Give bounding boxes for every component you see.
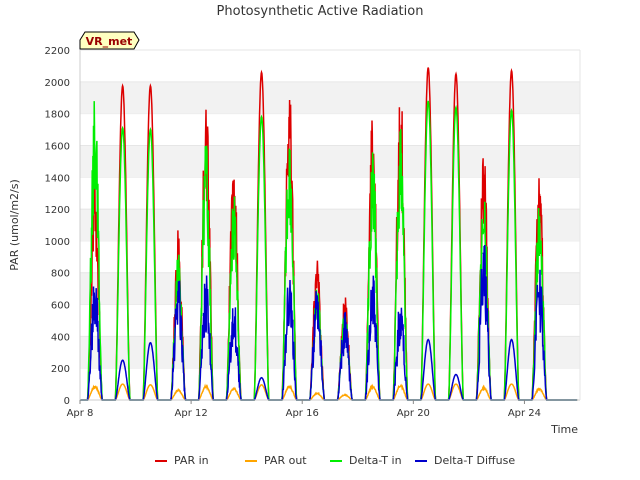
y-axis-label: PAR (umol/m2/s): [8, 179, 21, 271]
site-label-shape: [79, 31, 140, 50]
y-tick-label: 400: [51, 332, 70, 343]
axes: [79, 49, 581, 401]
grid-band: [80, 209, 580, 241]
y-tick-label: 0: [64, 396, 70, 407]
x-tick-label: Apr 16: [286, 408, 319, 419]
y-tick-label: 2200: [45, 46, 70, 57]
x-tick-label: Apr 8: [67, 408, 94, 419]
y-tick-label: 1200: [45, 205, 70, 216]
y-tick-label: 200: [51, 364, 70, 375]
x-axis-label: Time: [550, 423, 578, 436]
y-tick-label: 800: [51, 269, 70, 280]
x-tick-label: Apr 24: [508, 408, 541, 419]
series-line-par-out: [80, 383, 578, 401]
legend-item: Delta-T in: [330, 454, 402, 467]
legend-item: Delta-T Diffuse: [415, 454, 515, 467]
grid-band: [80, 81, 580, 114]
site-label-box: VR_met: [79, 31, 140, 50]
y-tick-label: 2000: [45, 78, 70, 89]
y-tick-label: 1000: [45, 237, 70, 248]
legend-label: Delta-T in: [349, 454, 402, 467]
y-tick-label: 1400: [45, 173, 70, 184]
y-tick-label: 600: [51, 301, 70, 312]
x-tick-label: Apr 12: [175, 408, 208, 419]
grid-band: [80, 336, 580, 369]
legend-label: PAR in: [174, 454, 209, 467]
grid-band: [80, 272, 580, 305]
series-layer: [80, 67, 578, 401]
legend: PAR in PAR out Delta-T in Delta-T Diffuse: [155, 454, 515, 467]
grid-band: [80, 145, 580, 178]
tick-labels: 0 200 400 600 800 1000 1200 1400 1600 1800 2000 220…: [45, 46, 541, 419]
y-tick-label: 1800: [45, 110, 70, 121]
y-tick-label: 1600: [45, 141, 70, 152]
chart-title: Photosynthetic Active Radiation: [217, 4, 424, 19]
legend-label: PAR out: [264, 454, 307, 467]
grid-bands: [80, 49, 580, 369]
series-line-delta-t-diffuse: [80, 244, 578, 401]
legend-item: PAR in: [155, 454, 209, 467]
x-tick-label: Apr 20: [397, 408, 430, 419]
site-label: VR_met: [86, 35, 133, 48]
legend-item: PAR out: [245, 454, 307, 467]
legend-label: Delta-T Diffuse: [434, 454, 515, 467]
